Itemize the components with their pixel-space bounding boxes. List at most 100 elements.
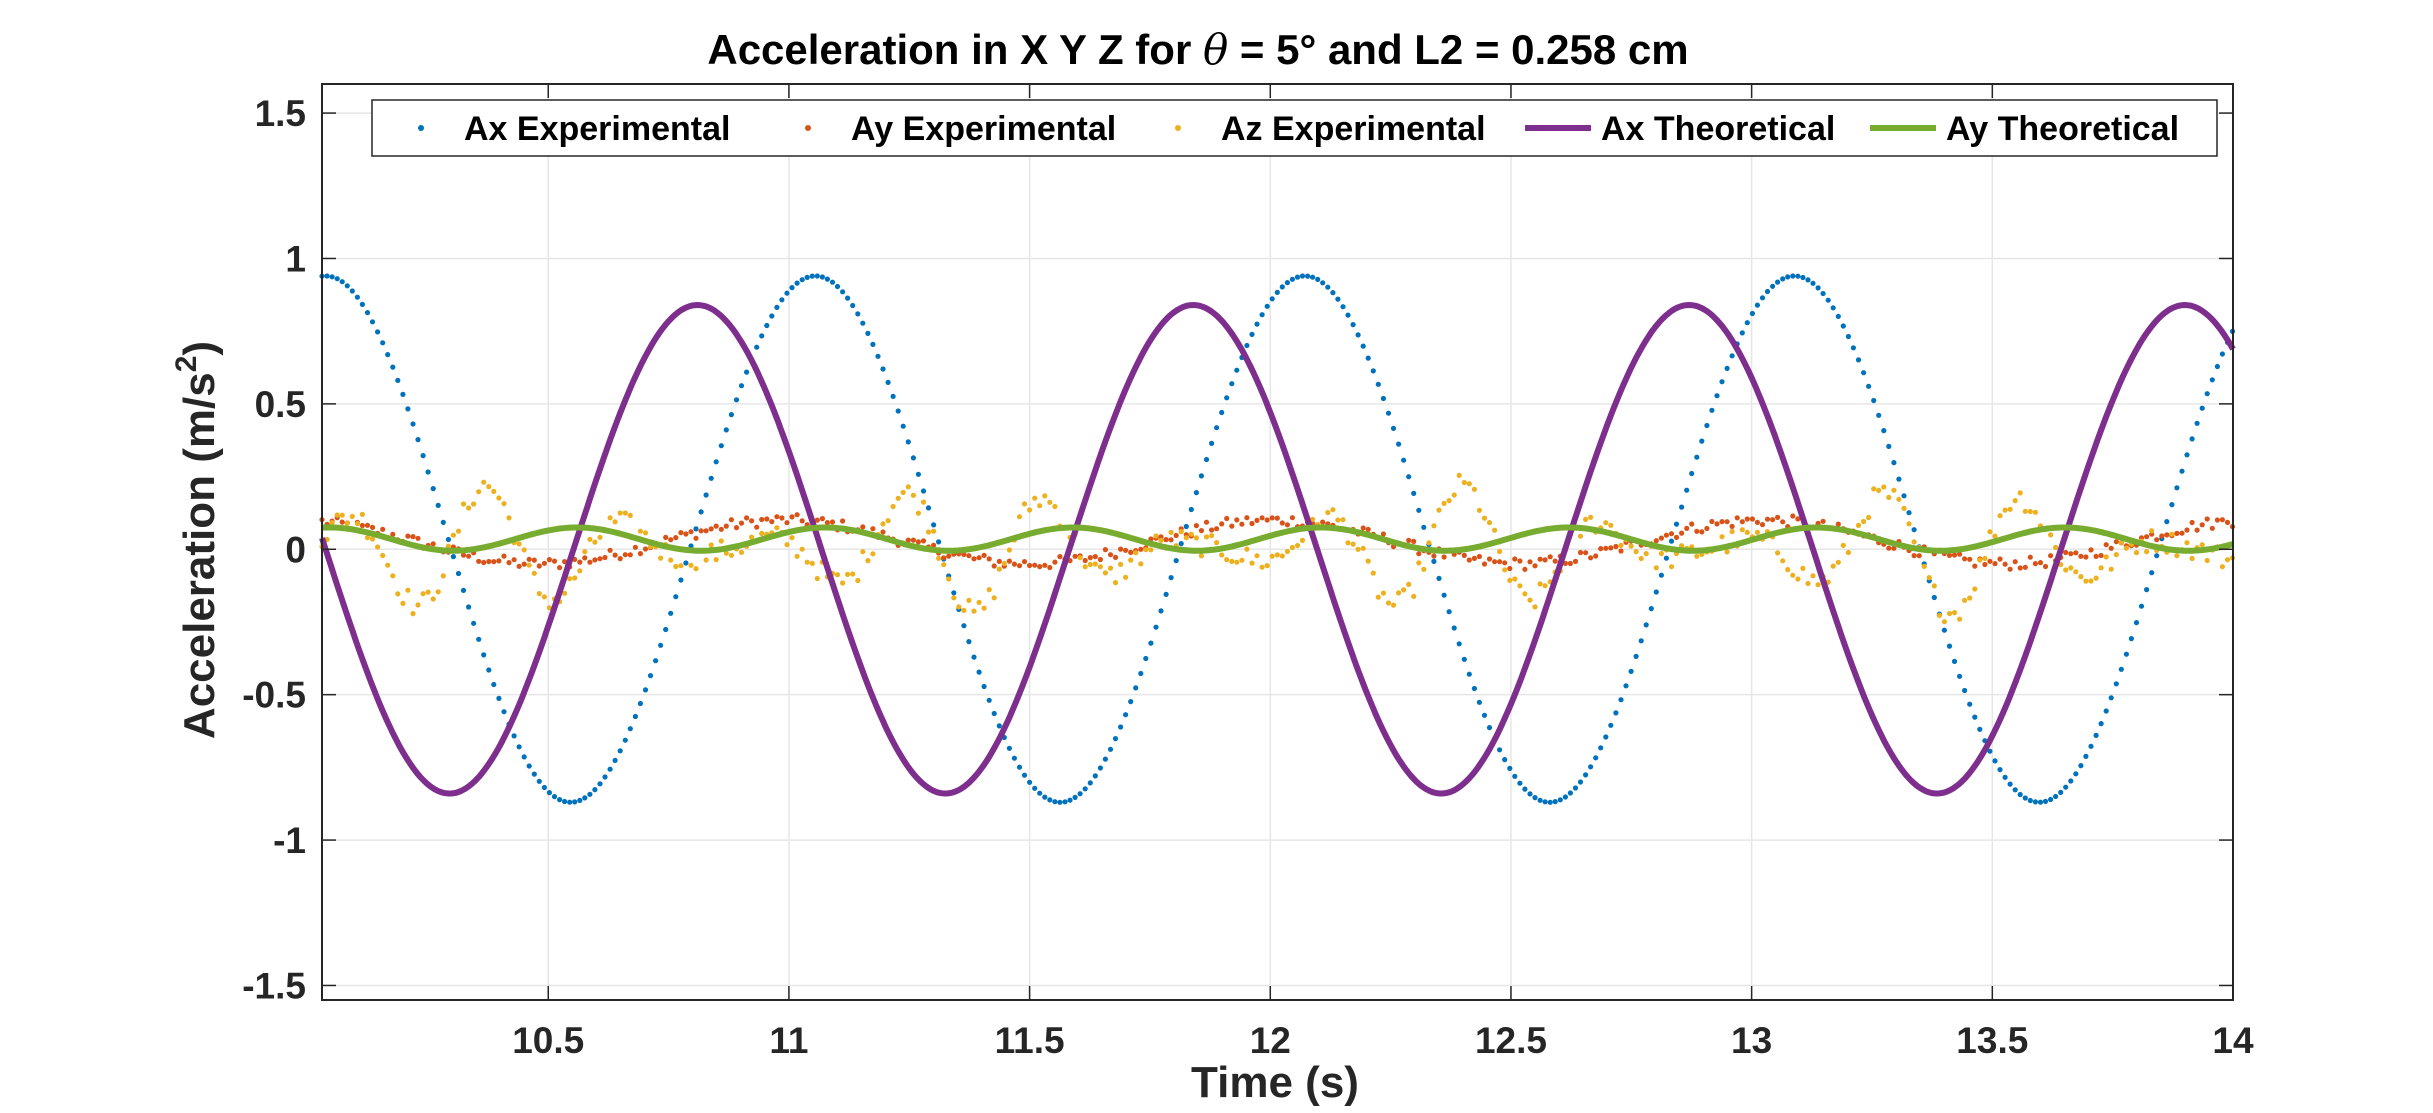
data-point: [1684, 525, 1690, 532]
data-point: [658, 555, 664, 561]
data-point: [910, 537, 917, 543]
data-point: [1512, 773, 1518, 779]
data-point: [931, 522, 937, 528]
data-point: [1613, 543, 1619, 550]
data-point: [400, 600, 406, 607]
data-point: [1532, 604, 1538, 610]
data-point: [1380, 590, 1386, 596]
x-tick-label: 12: [1250, 1020, 1291, 1061]
data-point: [1775, 550, 1781, 556]
data-point: [1830, 305, 1836, 311]
data-point: [1668, 564, 1675, 570]
data-point: [1027, 507, 1033, 513]
data-point: [1588, 555, 1594, 561]
data-point: [1886, 443, 1892, 449]
legend-label: Ay Experimental: [851, 110, 1116, 148]
data-point: [440, 519, 446, 526]
data-point: [1325, 509, 1331, 516]
data-point: [2224, 519, 2231, 526]
data-point: [885, 518, 891, 524]
data-point: [506, 515, 512, 521]
data-point: [481, 479, 487, 485]
data-point: [1962, 597, 1968, 604]
data-point: [1547, 799, 1553, 805]
data-point: [1456, 472, 1462, 478]
legend-item: Az Experimental: [1175, 110, 1486, 148]
data-point: [900, 489, 906, 495]
legend-dot-marker: [418, 125, 424, 131]
data-point: [2078, 574, 2084, 580]
data-point: [476, 636, 482, 642]
data-point: [2118, 666, 2124, 672]
data-point: [1871, 397, 1877, 404]
data-point: [2017, 565, 2023, 571]
data-point: [637, 528, 644, 534]
data-point: [1724, 549, 1730, 555]
data-point: [663, 534, 669, 541]
data-point: [834, 572, 841, 578]
data-point: [678, 530, 684, 536]
data-point: [2174, 553, 2180, 559]
data-point: [2027, 797, 2033, 804]
data-point: [1658, 535, 1664, 541]
data-point: [557, 565, 563, 571]
data-point: [1613, 710, 1619, 716]
data-point: [1764, 288, 1771, 295]
data-point: [733, 525, 740, 531]
data-point: [466, 505, 472, 511]
data-point: [420, 453, 426, 459]
data-point: [617, 510, 623, 516]
data-point: [920, 488, 927, 494]
data-point: [1744, 320, 1750, 326]
data-point: [1416, 560, 1422, 566]
data-point: [1441, 592, 1447, 598]
data-point: [1138, 670, 1144, 677]
data-point: [1764, 516, 1771, 522]
data-point: [749, 534, 755, 540]
data-point: [1835, 313, 1841, 319]
data-point: [2164, 532, 2170, 538]
data-point: [1229, 381, 1235, 387]
data-point: [1224, 395, 1230, 401]
data-point: [1431, 523, 1437, 529]
data-point: [1416, 551, 1422, 557]
data-point: [1209, 533, 1215, 539]
data-point: [1411, 593, 1417, 600]
data-point: [744, 369, 750, 375]
data-point: [1163, 591, 1169, 598]
data-point: [2209, 525, 2215, 531]
data-point: [1759, 522, 1766, 528]
data-point: [1699, 438, 1705, 444]
data-point: [1112, 736, 1119, 742]
data-point: [2042, 798, 2049, 805]
data-point: [1219, 521, 1225, 527]
x-tick-label: 13.5: [1956, 1020, 2028, 1061]
data-point: [1128, 557, 1134, 563]
data-point: [460, 552, 467, 558]
data-point: [400, 391, 406, 397]
data-point: [1421, 566, 1427, 572]
data-point: [1583, 550, 1589, 556]
data-point: [1714, 521, 1720, 527]
data-point: [845, 571, 851, 578]
data-point: [415, 535, 421, 541]
data-point: [1840, 323, 1846, 329]
data-point: [819, 274, 826, 280]
data-point: [971, 556, 977, 562]
data-point: [516, 563, 522, 569]
data-point: [1047, 564, 1053, 571]
data-point: [344, 520, 350, 526]
data-point: [511, 557, 517, 563]
data-point: [339, 279, 345, 285]
data-point: [986, 556, 992, 562]
data-point: [855, 577, 861, 584]
data-point: [531, 557, 537, 563]
series-line: [321, 524, 2234, 554]
data-point: [1411, 538, 1417, 545]
data-point: [2169, 502, 2175, 508]
data-point: [936, 555, 942, 561]
data-point: [1416, 507, 1422, 513]
y-tick-label: 0: [285, 529, 306, 570]
data-point: [1679, 530, 1685, 536]
data-point: [1198, 553, 1204, 559]
